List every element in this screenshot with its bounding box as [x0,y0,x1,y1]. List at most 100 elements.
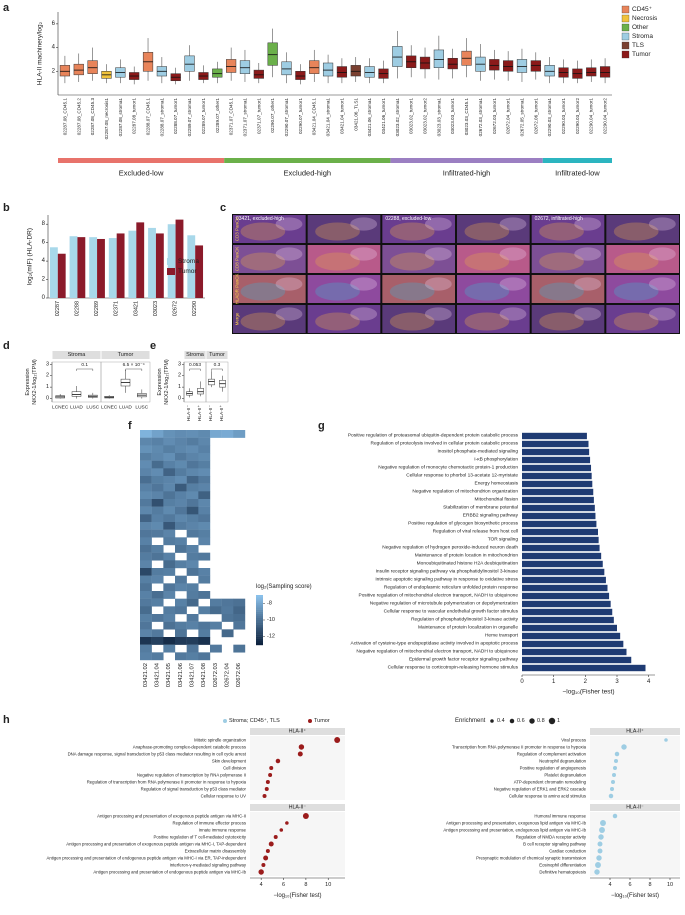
dot [598,834,604,840]
bar [77,237,86,298]
box [71,391,82,397]
image-texture [350,277,378,291]
y-tick-label: 4 [42,258,46,264]
heatmap-cell [186,430,199,438]
facet-title: Tumor [118,352,134,358]
heatmap-cell [221,614,234,622]
box [212,68,223,78]
x-tick-label: 02288 [74,301,80,316]
x-tick-label: 02287.08_tumor1 [132,98,137,134]
category-label: Activation of cysteine-type endopeptidas… [351,641,519,647]
image-texture [389,222,435,241]
facet-strip [206,351,228,359]
column-label: 02672.03 [213,663,219,687]
x-tick-label: LCNEC [52,405,69,411]
heatmap-cell [140,598,152,607]
column-label: 03421.07 [190,663,196,687]
heatmap-cell [186,437,199,446]
heatmap-cell [198,629,211,638]
heatmap-cell [140,552,152,561]
image-tile [531,305,605,333]
heatmap-cell [198,552,211,561]
heatmap-cell [175,560,187,569]
box [433,49,444,68]
legend-swatch [621,23,630,32]
term-label: Regulation of immune effector process [173,821,246,826]
heatmap-cell [186,445,199,454]
image-texture [574,307,602,321]
colorbar-step [256,595,263,598]
legend-label: Tumor [314,718,330,724]
bar [522,600,611,608]
image-texture [464,252,510,271]
bar [108,238,117,298]
heatmap-cell [198,652,211,661]
x-tick-label: 6 [628,882,631,888]
legend-swatch [167,258,175,265]
dot [608,793,614,799]
bar [195,245,204,298]
image-texture [613,282,659,301]
image-texture [648,217,676,231]
heatmap-cell [163,537,176,546]
bar [522,448,590,456]
box [197,388,204,395]
heatmap-cell [163,560,176,569]
image-texture [389,252,435,271]
dot [612,813,618,819]
image-tile [531,215,605,243]
sample-label: 03421, excluded-high [236,216,284,222]
legend-title: log₂(Sampling score) [256,584,312,590]
heatmap-cell [163,644,176,653]
y-tick-label: 4 [52,45,56,51]
x-tick-label: HLA-II⁺ [219,405,225,422]
panel-frame [183,361,207,403]
dot [599,827,605,833]
category-label: Negative regulation of monocyte chemotac… [378,465,518,471]
p-bracket [125,368,143,371]
heatmap-cell [186,522,199,530]
bar [69,236,78,298]
image-tile [606,215,679,243]
heatmap-cell [210,598,222,607]
category-label: Epidermal growth factor receptor signali… [409,657,519,663]
bar [522,440,589,448]
term-label: Presynaptic modulation of chemical synap… [476,856,586,861]
heatmap-cell [198,621,211,630]
box [59,65,71,77]
y-tick-label: 2 [42,277,46,283]
column-label: 03421.08 [201,663,207,687]
image-texture [499,277,527,291]
legend-size [490,719,494,723]
heatmap-cell [186,514,199,523]
heatmap-cell [186,453,199,461]
image-texture [275,217,303,231]
dot [273,835,278,839]
term-label: ATP-dependent chromatin remodeling [514,780,587,785]
facet-strip [590,728,680,735]
x-tick-label: 02290.07_other1 [270,98,275,133]
y-axis-title: Expression [25,368,31,395]
heatmap-cell [175,468,187,477]
heatmap-cell [221,606,234,615]
heatmap-cell [198,460,211,469]
heatmap-cell [163,591,176,599]
y-axis-title: Expression [157,368,163,395]
colorbar-step [256,620,263,623]
facet-strip [52,351,101,359]
heatmap-cell [163,437,176,446]
x-tick-label: HLA-II⁺ [197,405,203,422]
bar [522,544,600,552]
colorbar-step [256,597,263,600]
heatmap-cell [210,430,222,438]
bar [148,227,156,298]
facet-title: Stroma [186,352,205,358]
heatmap-cell [163,621,176,630]
heatmap-cell [163,460,176,469]
heatmap-cell [140,568,152,576]
heatmap-cell [163,514,176,523]
p-value: 0.1 [81,362,88,368]
heatmap-cell [198,529,211,538]
term-label: Negative regulation of transcription by … [137,773,246,778]
image-texture [499,217,527,231]
